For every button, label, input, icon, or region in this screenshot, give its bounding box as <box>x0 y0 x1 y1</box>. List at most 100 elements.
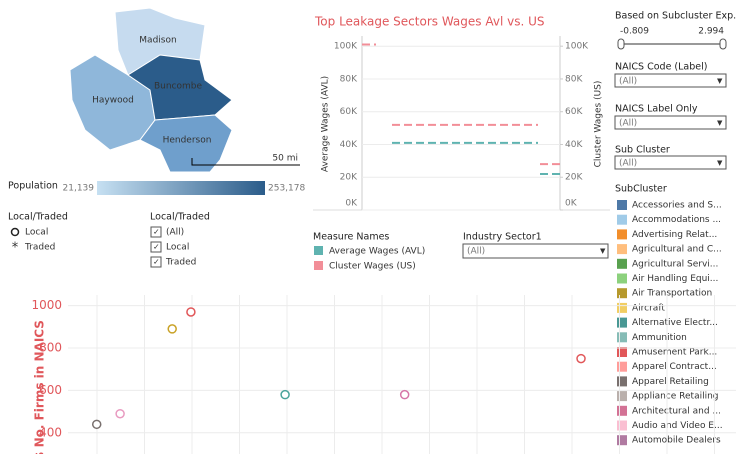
legend-label[interactable]: Air Handling Equi... <box>632 274 718 284</box>
legend-swatch <box>617 420 627 431</box>
legend-title: Measure Names <box>313 232 389 243</box>
legend-label[interactable]: Aircraft <box>632 303 665 313</box>
legend-label[interactable]: Accommodations ... <box>632 215 721 225</box>
legend-swatch <box>617 244 627 255</box>
legend-label[interactable]: Architectural and ... <box>632 406 721 416</box>
scatter-point[interactable] <box>576 353 586 364</box>
checkbox-label[interactable]: Traded <box>165 258 196 268</box>
legend-swatch <box>617 273 627 284</box>
scatter-point[interactable] <box>115 408 125 419</box>
scatter-point[interactable] <box>167 324 177 334</box>
county-label: Haywood <box>92 96 134 106</box>
filter-title: Industry Sector1 <box>463 232 542 243</box>
y-tick-label: 100K <box>334 42 358 52</box>
county-henderson[interactable] <box>139 114 233 173</box>
filter-title: NAICS Label Only <box>615 104 698 115</box>
y2-tick-label: 0K <box>565 199 578 209</box>
y-tick-label: 40K <box>340 140 358 150</box>
legend-shape: * <box>12 241 19 256</box>
slider-handle[interactable] <box>617 38 625 50</box>
legend-label[interactable]: Accessories and S... <box>632 201 722 211</box>
legend-shape <box>10 227 20 237</box>
y-tick-label: 1000 <box>31 298 62 312</box>
dropdown-arrow: ▼ <box>717 159 723 167</box>
dropdown-value: (All) <box>467 247 485 257</box>
legend-label[interactable]: Appliance Retailing <box>632 392 719 402</box>
checkbox-label[interactable]: Local <box>166 243 189 253</box>
check: ✓ <box>153 243 160 252</box>
legend-swatch <box>617 200 627 210</box>
y2-tick-label: 100K <box>565 42 589 52</box>
legend-label[interactable]: Agricultural and C... <box>632 245 722 255</box>
legend-label[interactable]: Automobile Dealers <box>632 436 721 446</box>
legend-label[interactable]: Air Transportation <box>632 289 712 299</box>
legend-swatch <box>617 405 627 416</box>
legend-label[interactable]: Advertising Relat... <box>632 230 717 240</box>
y-tick-label: 20K <box>340 173 358 183</box>
dropdown-arrow: ▼ <box>717 77 723 85</box>
y-tick-label: 60K <box>340 107 358 117</box>
legend-swatch <box>314 261 323 270</box>
scatter-point[interactable] <box>280 389 290 400</box>
legend-title: SubCluster <box>615 184 667 195</box>
legend-label[interactable]: Amusement Park... <box>632 348 717 358</box>
scale-bar <box>191 158 300 166</box>
filter-title: Sub Cluster <box>615 145 670 156</box>
y2-axis-label: Cluster Wages (US) <box>594 81 604 168</box>
legend-max: 253,178 <box>268 184 305 194</box>
y-tick-label: 0K <box>345 199 358 209</box>
y2-tick-label: 60K <box>565 107 583 117</box>
legend-label[interactable]: Ammunition <box>632 333 687 343</box>
county-label: Buncombe <box>154 82 203 92</box>
legend-label[interactable]: Cluster Wages (US) <box>329 262 416 272</box>
legend-title: Population <box>8 181 58 192</box>
check: ✓ <box>153 258 160 267</box>
legend-swatch <box>617 376 627 387</box>
checkbox[interactable] <box>150 241 162 253</box>
county-label: Madison <box>139 36 176 46</box>
legend-label[interactable]: Audio and Video E... <box>632 421 723 431</box>
y-tick-label: 600 <box>39 383 62 397</box>
legend-swatch <box>617 361 627 372</box>
filter-title: NAICS Code (Label) <box>615 62 707 73</box>
legend-label[interactable]: Alternative Electr... <box>632 318 718 328</box>
legend-label[interactable]: Traded <box>24 243 55 253</box>
dropdown[interactable] <box>614 73 727 88</box>
range-min: -0.809 <box>620 27 649 37</box>
scale-label: 50 mi <box>272 154 298 164</box>
dropdown[interactable] <box>462 243 609 259</box>
checkbox[interactable] <box>150 226 162 238</box>
scatter-point[interactable] <box>186 307 196 317</box>
slider-handle[interactable] <box>719 38 727 50</box>
y-tick-label: 80K <box>340 74 358 84</box>
dropdown[interactable] <box>614 155 727 170</box>
y-tick-label: 400 <box>39 425 62 439</box>
range-max: 2.994 <box>698 27 724 37</box>
scatter-point[interactable] <box>91 419 102 430</box>
legend-label[interactable]: Local <box>25 228 48 238</box>
legend-swatch <box>617 391 627 402</box>
dropdown[interactable] <box>614 115 727 130</box>
filter-title: Local/Traded <box>150 212 210 223</box>
legend-label[interactable]: Average Wages (AVL) <box>329 247 425 257</box>
legend-min: 21,139 <box>63 184 95 194</box>
scatter-point[interactable] <box>399 389 410 400</box>
legend-swatch <box>314 246 323 255</box>
legend-swatch <box>617 258 627 269</box>
y2-tick-label: 40K <box>565 140 583 150</box>
y-axis-label: Average Wages (AVL) <box>321 76 331 172</box>
y-tick-label: 800 <box>39 341 62 355</box>
county-buncombe[interactable] <box>127 54 233 121</box>
dropdown-value: (All) <box>619 159 637 169</box>
check: ✓ <box>153 228 160 237</box>
county-label: Henderson <box>163 136 212 146</box>
legend-label[interactable]: Apparel Retailing <box>632 377 709 387</box>
dropdown-arrow: ▼ <box>717 119 723 127</box>
checkbox-label[interactable]: (All) <box>166 228 184 238</box>
legend-label[interactable]: Apparel Contract... <box>632 362 717 372</box>
checkbox[interactable] <box>150 256 162 268</box>
legend-swatch <box>617 435 627 446</box>
legend-label[interactable]: Agricultural Servi... <box>632 259 718 269</box>
dropdown-value: (All) <box>619 119 637 129</box>
